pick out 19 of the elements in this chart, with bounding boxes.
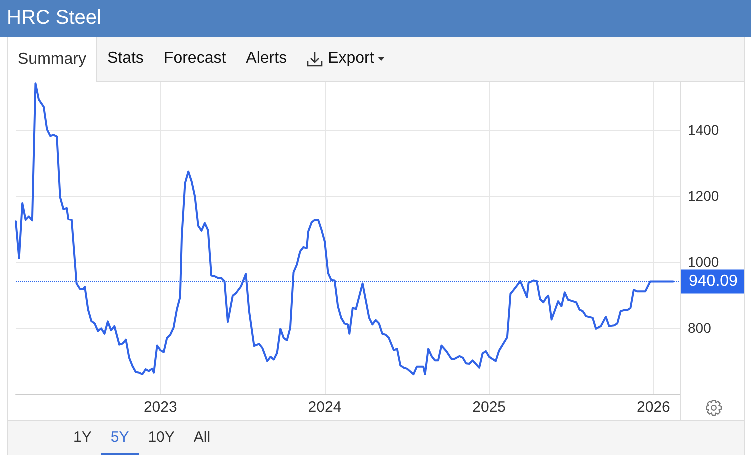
y-tick-label: 1000 <box>688 254 720 270</box>
x-tick-label: 2026 <box>637 399 670 416</box>
text: Stats <box>107 50 144 68</box>
text: Export <box>328 50 374 68</box>
chart-title: HRC Steel <box>7 6 102 31</box>
text: Forecast <box>164 50 226 68</box>
text: 1Y <box>72 428 93 448</box>
text: 10Y <box>147 428 176 448</box>
y-tick-label: 800 <box>688 320 712 336</box>
text: All <box>192 428 212 448</box>
y-tick-label: 1400 <box>688 122 720 138</box>
x-tick-label: 2023 <box>144 399 178 416</box>
x-tick-label: 2025 <box>472 399 506 416</box>
text: Summary <box>18 50 86 68</box>
text: Alerts <box>246 50 288 68</box>
ref-line-label: 940.09 <box>689 273 738 290</box>
text: 5Y <box>101 421 139 455</box>
x-tick-label: 2024 <box>308 399 342 416</box>
y-tick-label: 1200 <box>688 188 720 204</box>
